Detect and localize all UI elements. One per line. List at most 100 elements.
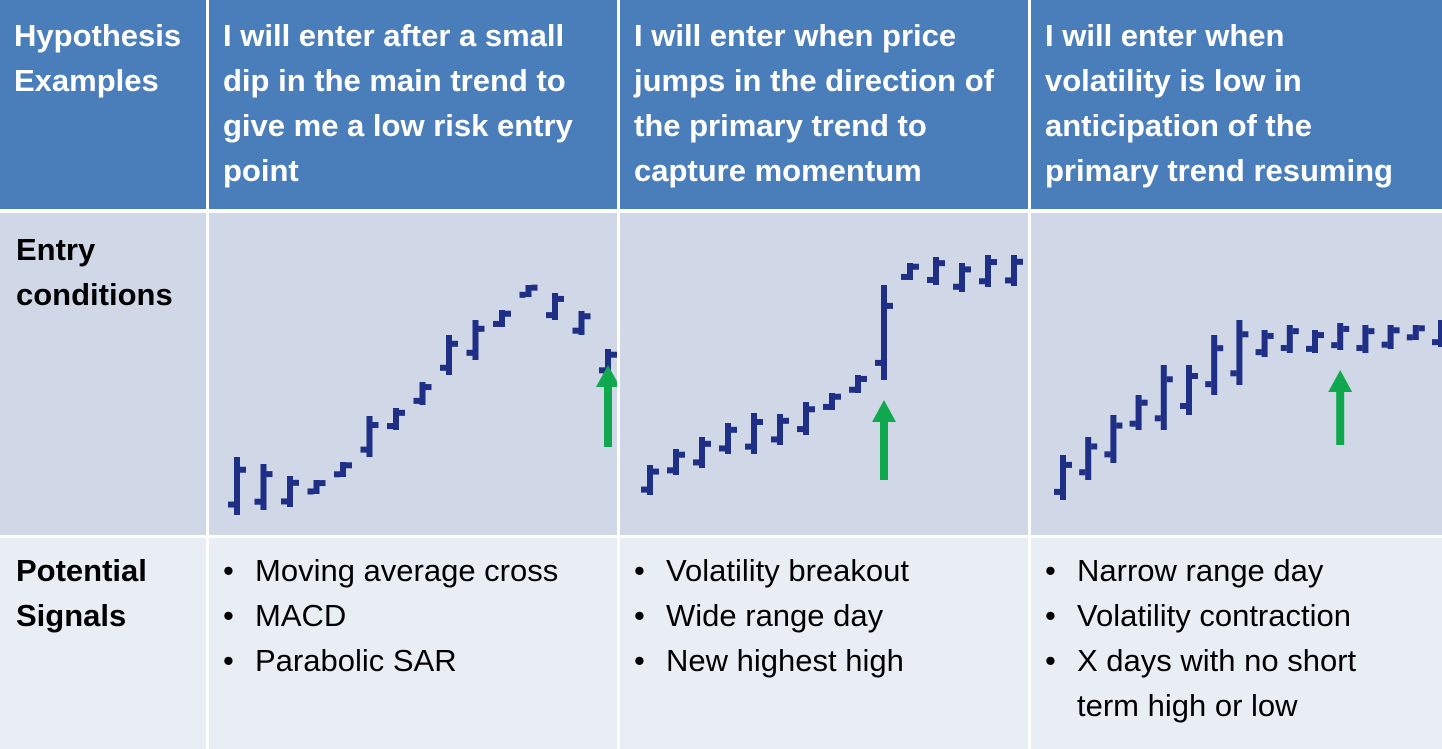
price-bar (1154, 365, 1173, 430)
entry-label-line-2: conditions (16, 277, 173, 312)
signals-cell-2: • Volatility breakout • Wide range day • Ne… (620, 538, 1028, 749)
signal-item: • Wide range day (620, 593, 1028, 638)
signal-item: • Volatility contraction (1031, 593, 1442, 638)
price-bar (1432, 320, 1442, 347)
header-corner-cell: Hypothesis Examples (0, 0, 206, 209)
header-corner-line-2: Examples (14, 63, 159, 98)
price-bar (466, 320, 485, 360)
bullet-icon: • (223, 643, 234, 678)
price-bar (387, 408, 405, 430)
header-column-1-line-1: I will enter after a small (223, 18, 565, 53)
signal-text: New highest high (666, 643, 904, 678)
entry-arrow-icon (872, 400, 896, 480)
price-bar (1129, 395, 1148, 430)
price-bar (228, 457, 246, 515)
price-bar (1205, 335, 1224, 395)
signal-item: • X days with no short term high or low (1031, 638, 1442, 728)
price-bar (493, 310, 511, 327)
potential-signals-label-cell: Potential Signals (0, 538, 206, 749)
header-column-1-line-2: dip in the main trend to (223, 63, 566, 98)
signal-text: Wide range day (666, 598, 884, 633)
header-column-2-line-1: I will enter when price (634, 18, 957, 53)
price-bar (1331, 323, 1350, 350)
price-bar (599, 349, 617, 375)
price-bar (979, 255, 997, 287)
signals-label-line-1: Potential (16, 553, 147, 588)
entry-conditions-label-cell: Entry conditions (0, 213, 206, 535)
signal-text: MACD (255, 598, 347, 633)
signal-text: Volatility breakout (666, 553, 909, 588)
bar-chart-pullback (228, 284, 617, 515)
price-bar (360, 416, 379, 457)
entry-chart-cell-3 (1031, 213, 1442, 535)
header-column-3: I will enter when volatility is low in a… (1031, 0, 1442, 209)
bullet-icon: • (1045, 643, 1056, 678)
price-bar (693, 437, 711, 468)
entry-arrow-icon (596, 365, 617, 447)
entry-chart-cell-1 (209, 213, 617, 535)
signal-item: • Volatility breakout (620, 548, 1028, 593)
price-bar (927, 257, 945, 285)
entry-arrow-icon (1328, 370, 1353, 445)
price-bar (641, 465, 659, 495)
price-bar (667, 449, 685, 475)
bar-chart-momentum (641, 255, 1023, 495)
price-bar (1005, 255, 1023, 286)
bullet-icon: • (634, 553, 645, 588)
header-column-2-line-3: the primary trend to (634, 108, 927, 143)
price-bar (1280, 325, 1299, 353)
header-column-2-line-2: jumps in the direction of (634, 63, 994, 98)
signal-item: • Moving average cross (209, 548, 617, 593)
price-bar (1104, 415, 1123, 463)
price-bar (1381, 325, 1400, 349)
entry-label-line-1: Entry (16, 232, 96, 267)
signals-label-line-2: Signals (16, 598, 127, 633)
price-bar (572, 311, 591, 335)
bar-chart-low-volatility (1054, 320, 1442, 500)
header-column-1-line-4: point (223, 153, 299, 188)
header-column-2: I will enter when price jumps in the dir… (620, 0, 1028, 209)
price-bar (334, 462, 352, 478)
signals-cell-1: • Moving average cross • MACD • Parabolic S… (209, 538, 617, 749)
header-column-3-line-3: anticipation of the (1045, 108, 1312, 143)
bullet-icon: • (1045, 553, 1056, 588)
signal-text: Volatility contraction (1077, 598, 1351, 633)
signal-item: • Parabolic SAR (209, 638, 617, 683)
signal-item: • MACD (209, 593, 617, 638)
price-bar (901, 263, 919, 280)
signals-list-1: • Moving average cross • MACD • Parabolic S… (209, 548, 617, 683)
price-bar (281, 476, 299, 507)
price-bar (440, 335, 458, 375)
price-bar (1255, 330, 1274, 357)
signal-text: Moving average cross (255, 553, 559, 588)
signals-list-2: • Volatility breakout • Wide range day • Ne… (620, 548, 1028, 683)
signals-list-3: • Narrow range day • Volatility contractio… (1031, 548, 1442, 728)
price-bar (719, 423, 737, 454)
signal-item: • Narrow range day (1031, 548, 1442, 593)
header-column-3-line-4: primary trend resuming (1045, 153, 1393, 188)
price-bar (797, 402, 815, 435)
price-bar (1230, 320, 1249, 385)
price-bar (254, 464, 273, 510)
price-bar (413, 382, 432, 405)
price-bar (1356, 325, 1375, 353)
signal-text: Narrow range day (1077, 553, 1324, 588)
price-bar (307, 480, 326, 495)
price-bar (849, 375, 867, 393)
bullet-icon: • (634, 643, 645, 678)
price-bar (1079, 437, 1098, 480)
price-bar (823, 393, 841, 410)
header-column-3-line-1: I will enter when (1045, 18, 1285, 53)
price-bar (546, 293, 564, 320)
signal-text-continued: term high or low (1077, 688, 1298, 723)
entry-chart-cell-2 (620, 213, 1028, 535)
header-column-1-line-3: give me a low risk entry (223, 108, 573, 143)
price-bar (1306, 330, 1324, 353)
header-column-1: I will enter after a small dip in the ma… (209, 0, 617, 209)
bullet-icon: • (634, 598, 645, 633)
bullet-icon: • (223, 553, 234, 588)
signal-text: Parabolic SAR (255, 643, 457, 678)
header-corner-line-1: Hypothesis (14, 18, 182, 53)
price-bar (519, 284, 538, 298)
